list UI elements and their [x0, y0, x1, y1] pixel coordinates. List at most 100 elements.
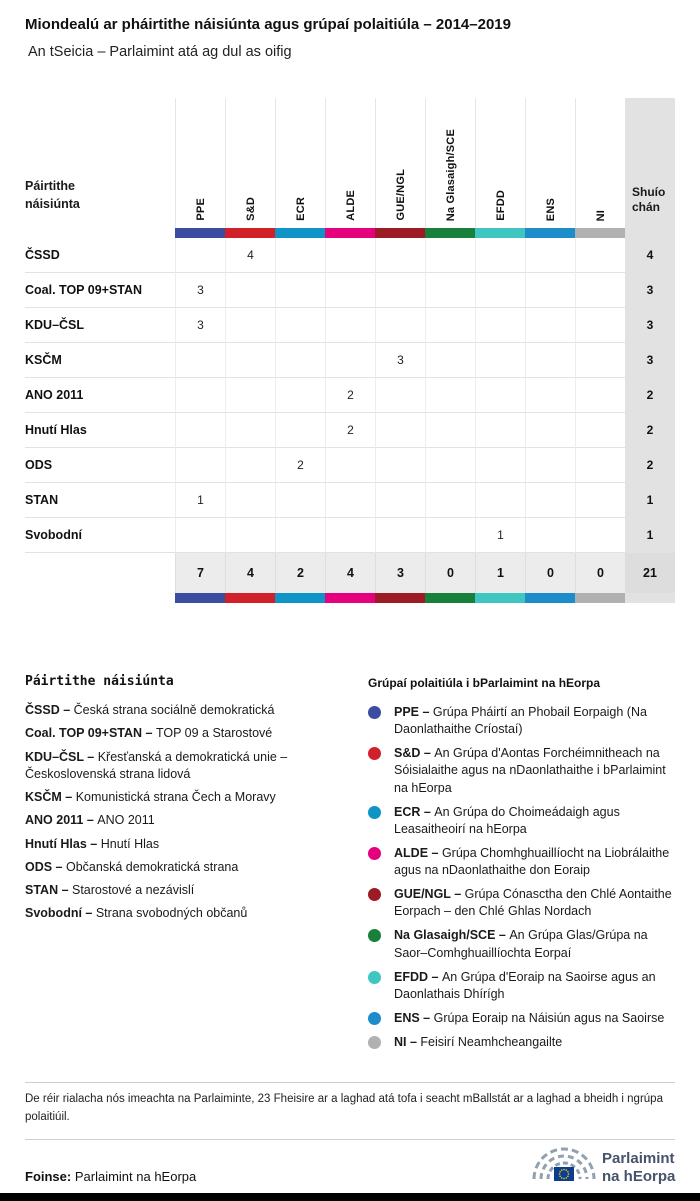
logo-text-line2: na hEorpa	[602, 1168, 676, 1185]
seat-cell	[425, 378, 475, 413]
row-total: 2	[625, 378, 675, 413]
group-color-bar	[325, 593, 375, 603]
seat-cell	[525, 413, 575, 448]
spacer-cell	[25, 228, 175, 238]
seat-cell	[175, 518, 225, 553]
source-label: Foinse:	[25, 1169, 72, 1184]
seat-cell	[425, 343, 475, 378]
legend-definition: An Grúpa d'Aontas Forchéimnitheach na Só…	[394, 746, 666, 795]
column-header-text: ALDE	[344, 190, 357, 221]
seat-cell	[375, 238, 425, 273]
legend-definition: Křesťanská a demokratická unie – Českosl…	[25, 749, 288, 781]
column-total: 4	[225, 553, 275, 593]
seat-cell	[575, 343, 625, 378]
seat-cell	[375, 273, 425, 308]
seat-cell: 3	[375, 343, 425, 378]
seat-cell	[575, 308, 625, 343]
group-color-bar	[175, 593, 225, 603]
eu-flag-icon	[554, 1167, 574, 1181]
spacer-cell	[25, 553, 175, 593]
seat-cell	[375, 518, 425, 553]
party-name: ANO 2011	[25, 378, 175, 413]
seat-cell	[575, 518, 625, 553]
seat-cell	[475, 378, 525, 413]
column-header: NI	[575, 98, 625, 228]
seat-cell	[175, 343, 225, 378]
row-total: 3	[625, 343, 675, 378]
party-legend-item: STAN – Starostové a nezávislí	[25, 882, 353, 899]
group-color-bar	[425, 228, 475, 238]
ep-logo: Parlaimint na hEorpa	[532, 1147, 676, 1185]
legend-term: NI –	[394, 1035, 421, 1049]
legend-definition: Grúpa Eoraip na Náisiún agus na Saoirse	[433, 1010, 665, 1025]
column-header-text: S&D	[244, 197, 257, 221]
seat-cell	[475, 448, 525, 483]
seat-cell	[225, 308, 275, 343]
group-color-bar	[575, 593, 625, 603]
party-name: ČSSD	[25, 238, 175, 273]
seat-cell	[325, 308, 375, 343]
seat-cell	[375, 483, 425, 518]
column-header-text: ECR	[294, 197, 307, 221]
seat-cell	[575, 448, 625, 483]
legend-definition: Starostové a nezávislí	[72, 883, 195, 897]
seat-cell	[175, 448, 225, 483]
legend-color-dot	[368, 929, 381, 943]
party-legend-item: KSČM – Komunistická strana Čech a Moravy	[25, 789, 353, 806]
seat-cell: 4	[225, 238, 275, 273]
seat-cell	[325, 483, 375, 518]
legend-definition: Občanská demokratická strana	[66, 859, 239, 874]
group-legend-text: EFDD – An Grúpa d'Eoraip na Saoirse agus…	[394, 969, 676, 1003]
seat-cell: 3	[175, 308, 225, 343]
legend-definition: ANO 2011	[97, 813, 155, 828]
column-total: 0	[425, 553, 475, 593]
seat-cell: 1	[175, 483, 225, 518]
source-line: Foinse: Parlaimint na hEorpa	[25, 1169, 196, 1184]
legend-color-dot	[368, 846, 381, 860]
legend-term: ECR –	[394, 804, 435, 819]
party-legend-item: ODS – Občanská demokratická strana	[25, 859, 353, 876]
party-legend-list: ČSSD – Česká strana sociálně demokratick…	[25, 702, 353, 923]
group-color-bar	[375, 228, 425, 238]
legend-color-dot	[368, 1011, 381, 1025]
group-legend-text: ALDE – Grúpa Chomhghuaillíocht na Liobrá…	[394, 845, 676, 879]
legend-color-dot	[368, 888, 381, 902]
legend-definition: Komunistická strana Čech a Moravy	[75, 790, 276, 804]
seat-cell	[525, 343, 575, 378]
total-column-header: Shuíochán	[625, 98, 675, 228]
column-header-text: Na Glasaigh/SCE	[444, 128, 457, 221]
seat-cell	[325, 518, 375, 553]
group-legend: Grúpaí polaitiúla i bParlaimint na hEorp…	[368, 676, 676, 1058]
seat-cell	[575, 378, 625, 413]
legend-definition: Česká strana sociálně demokratická	[73, 703, 275, 717]
group-legend-item: EFDD – An Grúpa d'Eoraip na Saoirse agus…	[368, 969, 676, 1003]
seat-cell	[275, 483, 325, 518]
seat-cell	[475, 273, 525, 308]
seat-cell	[475, 413, 525, 448]
seat-cell	[175, 413, 225, 448]
seat-cell	[325, 238, 375, 273]
legend-definition: Grúpa Cónasctha den Chlé Aontaithe Eorpa…	[394, 887, 672, 919]
column-header: ENS	[525, 98, 575, 228]
legend-term: Svobodní –	[25, 906, 96, 921]
seat-cell	[475, 483, 525, 518]
column-header-text: PPE	[194, 198, 207, 221]
column-header-text: NI	[594, 209, 607, 221]
column-total: 3	[375, 553, 425, 593]
group-color-bar	[575, 228, 625, 238]
seat-cell	[325, 448, 375, 483]
seat-cell	[525, 518, 575, 553]
seat-cell	[575, 273, 625, 308]
row-total: 2	[625, 448, 675, 483]
seat-cell	[225, 378, 275, 413]
party-name: KDU–ČSL	[25, 308, 175, 343]
seat-cell	[225, 448, 275, 483]
seat-cell	[275, 518, 325, 553]
seat-cell	[275, 238, 325, 273]
divider-top	[25, 1082, 675, 1083]
group-legend-text: ECR – An Grúpa do Choimeádaigh agus Leas…	[394, 804, 676, 838]
seat-cell	[425, 308, 475, 343]
party-name: STAN	[25, 483, 175, 518]
legend-term: Hnutí Hlas –	[25, 836, 101, 851]
group-color-bar	[375, 593, 425, 603]
